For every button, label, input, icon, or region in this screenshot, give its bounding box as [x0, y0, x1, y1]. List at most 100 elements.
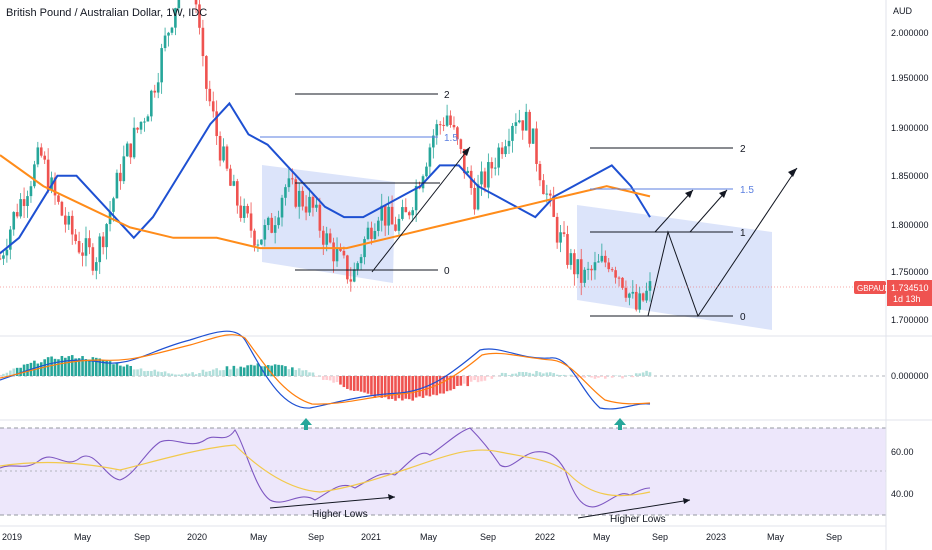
macd-histogram-bar	[81, 356, 84, 376]
projection-arrowhead-2022-a	[685, 190, 693, 198]
candle-body	[511, 125, 514, 141]
time-label-may-2019: May	[74, 532, 92, 542]
candle-body	[394, 224, 397, 231]
candle-body	[263, 225, 267, 240]
macd-histogram-bar	[236, 368, 239, 376]
candle-body	[273, 225, 277, 233]
candle-body	[603, 255, 607, 263]
chart-title: British Pound / Australian Dollar, 1W, I…	[6, 7, 207, 19]
candle-body	[548, 193, 552, 196]
candle-body	[112, 198, 115, 212]
candle-body	[445, 115, 449, 126]
candle-body	[555, 216, 559, 243]
candle-body	[466, 170, 470, 174]
candle-body	[218, 136, 222, 161]
candle-body	[573, 253, 576, 275]
candle-body	[215, 111, 218, 137]
macd-histogram-bar	[50, 356, 53, 376]
symbol-badge: GBPAUD	[857, 284, 890, 293]
macd-histogram-bar	[394, 376, 397, 401]
macd-histogram-bar	[401, 376, 404, 401]
time-label-2019: 2019	[2, 532, 22, 542]
projection-arrow-2020	[371, 146, 471, 273]
candle-body	[249, 213, 253, 231]
fib-label-2-left: 2	[444, 90, 450, 101]
macd-histogram-bar	[600, 376, 604, 377]
candle-body	[514, 122, 518, 126]
macd-histogram-bar	[201, 369, 205, 376]
macd-histogram-bar	[129, 365, 132, 376]
current-price-box	[887, 280, 932, 306]
candle-body	[325, 233, 329, 245]
candle-body	[153, 90, 157, 93]
macd-histogram-bar	[53, 358, 57, 376]
fib-label-1-5-right: 1.5	[740, 185, 754, 196]
candle-body	[232, 181, 236, 186]
macd-histogram-bar	[432, 376, 435, 395]
macd-histogram-bar	[325, 376, 329, 380]
macd-histogram-bar	[232, 365, 236, 376]
macd-histogram-bar	[349, 376, 353, 391]
candle-body	[43, 155, 47, 160]
macd-histogram-bar	[473, 376, 476, 381]
candle-body	[390, 206, 394, 225]
macd-histogram-bar	[648, 372, 652, 376]
macd-histogram-bar	[174, 374, 177, 376]
macd-histogram-bar	[263, 366, 267, 376]
candle-body	[88, 238, 91, 248]
macd-histogram-bar	[122, 366, 126, 376]
rsi-higher-lows-arrowhead-1	[388, 494, 395, 500]
candle-body	[211, 101, 215, 112]
macd-histogram-bar	[380, 376, 384, 398]
macd-histogram-bar	[297, 368, 301, 376]
macd-histogram-bar	[108, 361, 112, 376]
candle-body	[538, 163, 542, 181]
macd-histogram-bar	[562, 374, 566, 376]
time-label-sep-2019: Sep	[134, 532, 150, 542]
macd-histogram-bar	[160, 372, 163, 376]
candle-body	[318, 204, 322, 231]
candle-body	[301, 190, 304, 207]
price-tick-1900000: 1.900000	[891, 123, 929, 133]
time-label-2022: 2022	[535, 532, 555, 542]
macd-histogram-bar	[483, 376, 487, 381]
candle-body	[115, 172, 119, 199]
macd-histogram-bar	[225, 366, 229, 376]
candle-body	[101, 236, 105, 248]
macd-histogram-bar	[105, 360, 108, 376]
candle-body	[614, 270, 617, 278]
macd-histogram-bar	[19, 367, 22, 376]
candle-body	[5, 249, 9, 256]
macd-histogram-bar	[0, 376, 2, 377]
time-label-sep-2021: Sep	[480, 532, 496, 542]
price-tick-1700000: 1.700000	[891, 315, 929, 325]
macd-histogram-bar	[22, 364, 26, 376]
candle-body	[239, 205, 243, 218]
macd-histogram-bar	[291, 367, 294, 376]
macd-histogram-bar	[184, 373, 188, 376]
macd-histogram-bar	[321, 376, 325, 380]
candle-body	[552, 195, 556, 217]
candle-body	[170, 27, 174, 33]
candle-body	[490, 162, 494, 169]
candle-body	[366, 227, 370, 240]
candle-body	[370, 227, 373, 239]
macd-histogram-bar	[177, 374, 181, 376]
candle-body	[222, 146, 225, 161]
candle-countdown: 1d 13h	[893, 294, 921, 304]
candle-body	[311, 196, 315, 208]
macd-histogram-bar	[459, 376, 463, 386]
macd-histogram-bar	[150, 371, 153, 376]
macd-histogram-bar	[504, 373, 507, 376]
macd-histogram-bar	[586, 375, 590, 376]
candle-body	[380, 205, 384, 221]
candle-body	[60, 201, 64, 216]
candle-body	[349, 279, 353, 282]
macd-histogram-bar	[469, 376, 473, 382]
fib-label-2-right: 2	[740, 144, 746, 155]
candle-body	[634, 291, 638, 310]
macd-histogram-bar	[576, 376, 580, 378]
macd-green-arrow-2	[614, 418, 626, 430]
macd-histogram-bar	[462, 376, 466, 384]
